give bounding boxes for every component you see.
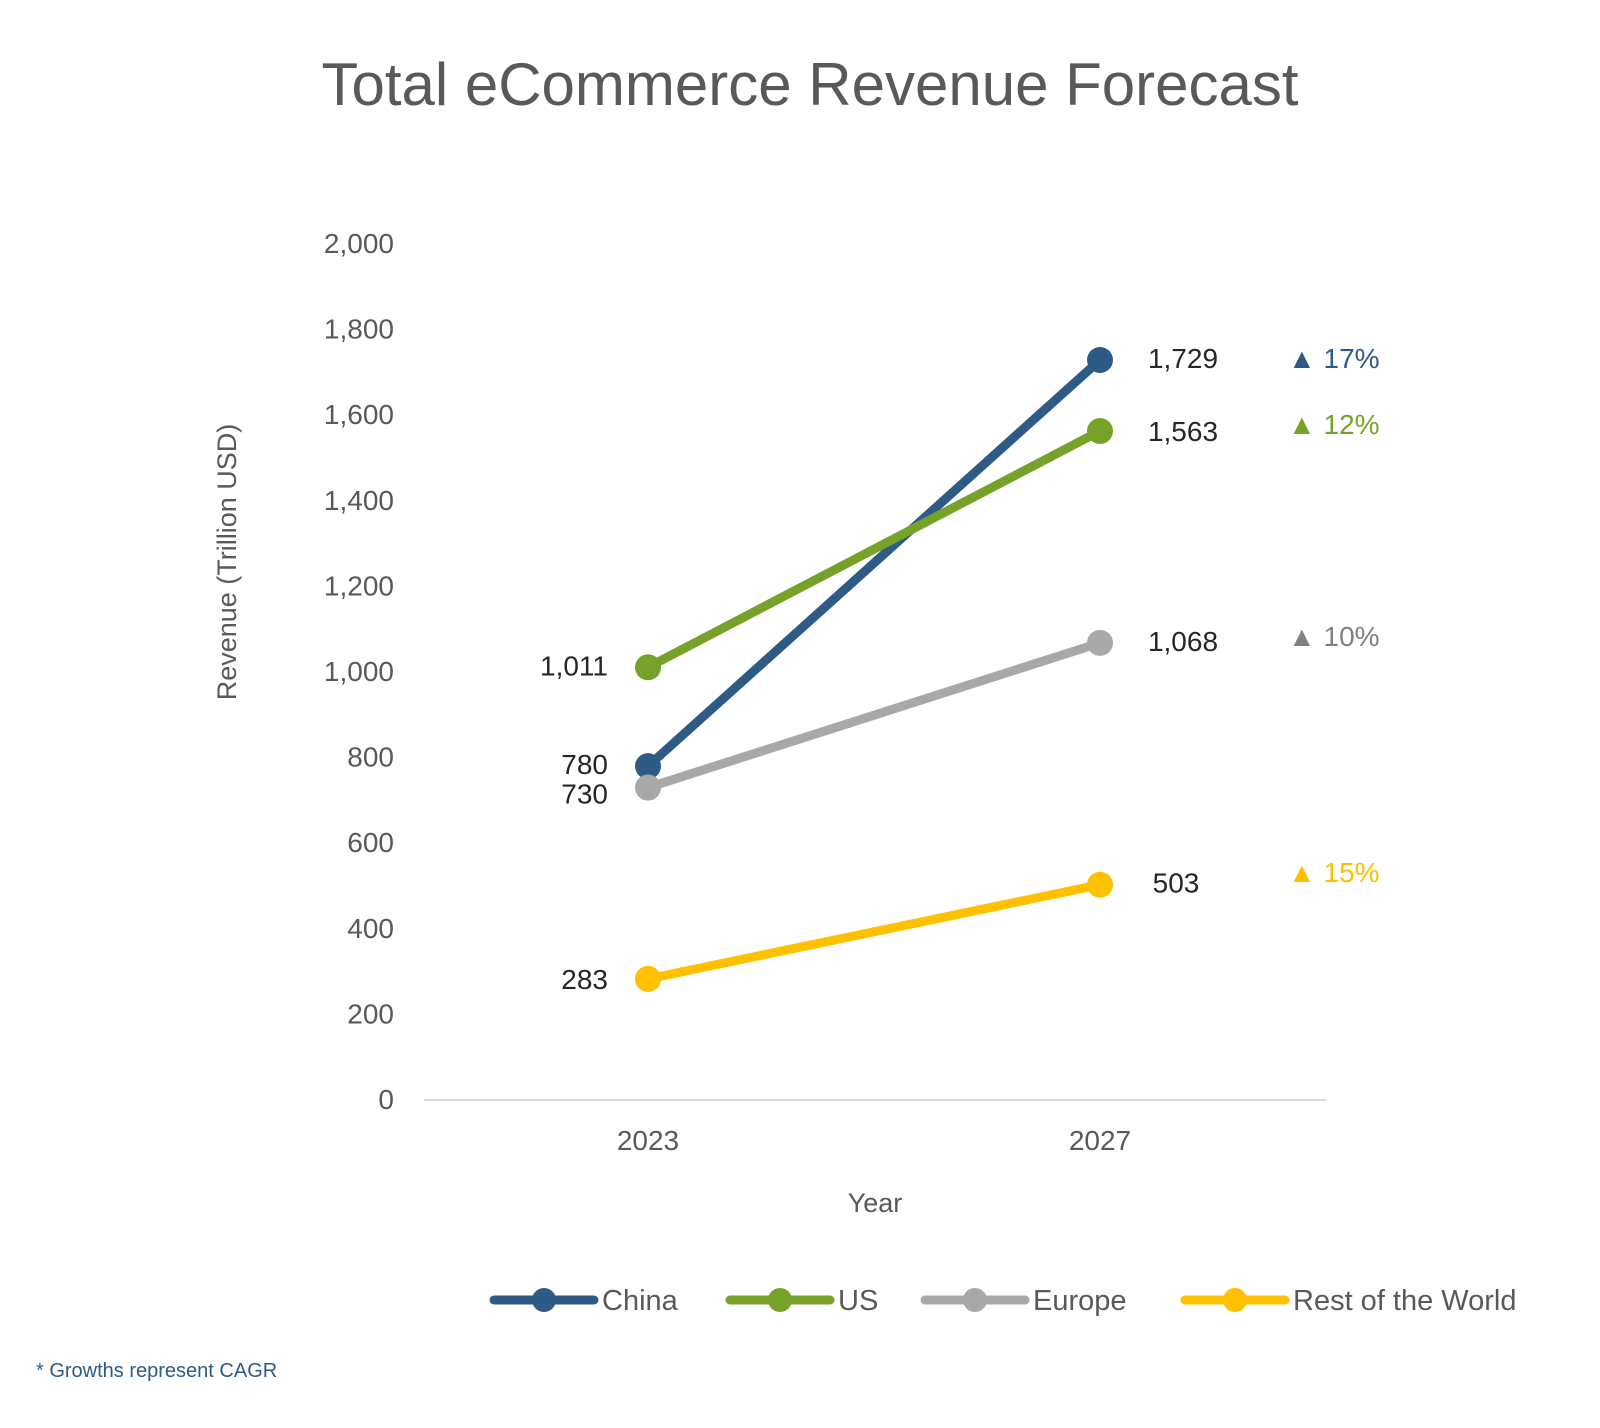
x-tick-label: 2027 (1069, 1125, 1131, 1156)
y-tick-label: 1,000 (324, 656, 394, 687)
series-europe: 730 1,068 (561, 626, 1218, 810)
legend-label: China (602, 1285, 679, 1317)
data-point (635, 654, 661, 681)
y-tick-label: 200 (347, 998, 394, 1029)
y-tick-label: 0 (378, 1084, 394, 1115)
growth-label: ▲ 10% (1288, 621, 1380, 652)
legend-item: China (489, 1285, 679, 1317)
data-label: 283 (561, 964, 608, 995)
legend-marker (1223, 1288, 1247, 1312)
data-label: 730 (561, 779, 608, 810)
y-tick-label: 1,400 (324, 485, 394, 516)
legend-marker (768, 1288, 792, 1312)
growth-annotations: ▲ 17% ▲ 12% ▲ 10% ▲ 15% (1288, 343, 1380, 888)
chart-title: Total eCommerce Revenue Forecast (321, 51, 1298, 118)
y-tick-label: 800 (347, 742, 394, 773)
y-tick-label: 600 (347, 827, 394, 858)
y-tick-label: 1,600 (324, 399, 394, 430)
data-point (1087, 629, 1113, 656)
legend-label: US (838, 1285, 878, 1317)
footnote: * Growths represent CAGR (36, 1360, 278, 1382)
y-tick-label: 1,200 (324, 570, 394, 601)
data-point (635, 774, 661, 801)
data-label: 1,068 (1148, 626, 1218, 657)
growth-label: ▲ 12% (1288, 409, 1380, 440)
y-axis: 0 200 400 600 800 1,000 1,200 1,400 1,600 1,800 2,… (324, 228, 394, 1115)
legend-label: Rest of the World (1293, 1285, 1517, 1317)
legend-item: US (725, 1285, 878, 1317)
y-tick-label: 2,000 (324, 228, 394, 259)
data-point (1087, 871, 1113, 898)
growth-label: ▲ 15% (1288, 857, 1380, 888)
legend-item: Europe (920, 1285, 1127, 1317)
legend-marker (532, 1288, 556, 1312)
series-us: 1,011 1,563 (540, 416, 1218, 681)
x-axis-label: Year (848, 1188, 903, 1218)
data-label: 503 (1153, 868, 1200, 899)
legend-item: Rest of the World (1180, 1285, 1517, 1317)
data-point (1087, 346, 1113, 373)
data-label: 1,729 (1148, 343, 1218, 374)
growth-label: ▲ 17% (1288, 343, 1380, 374)
data-point (635, 965, 661, 992)
data-point (635, 753, 661, 780)
series-line (643, 355, 1105, 771)
series-rest-of-the-world: 283 503 (561, 868, 1199, 995)
series-china: 780 1,729 (561, 343, 1218, 780)
y-axis-label: Revenue (Trillion USD) (212, 424, 242, 701)
data-point (1087, 418, 1113, 445)
data-label: 1,011 (540, 650, 608, 681)
legend-marker (963, 1288, 987, 1312)
data-label: 780 (561, 749, 608, 780)
series-group: 780 1,729 1,011 1,563 730 1,068 283 503 (540, 343, 1218, 995)
data-label: 1,563 (1148, 416, 1218, 447)
y-tick-label: 1,800 (324, 314, 394, 345)
legend-label: Europe (1033, 1285, 1127, 1317)
series-line (643, 638, 1105, 793)
series-line (643, 880, 1105, 984)
x-tick-label: 2023 (617, 1125, 679, 1156)
y-tick-label: 400 (347, 913, 394, 944)
series-line (643, 426, 1105, 672)
x-axis: 2023 2027 (617, 1125, 1131, 1156)
legend: China US Europe Rest of the World (489, 1285, 1517, 1317)
